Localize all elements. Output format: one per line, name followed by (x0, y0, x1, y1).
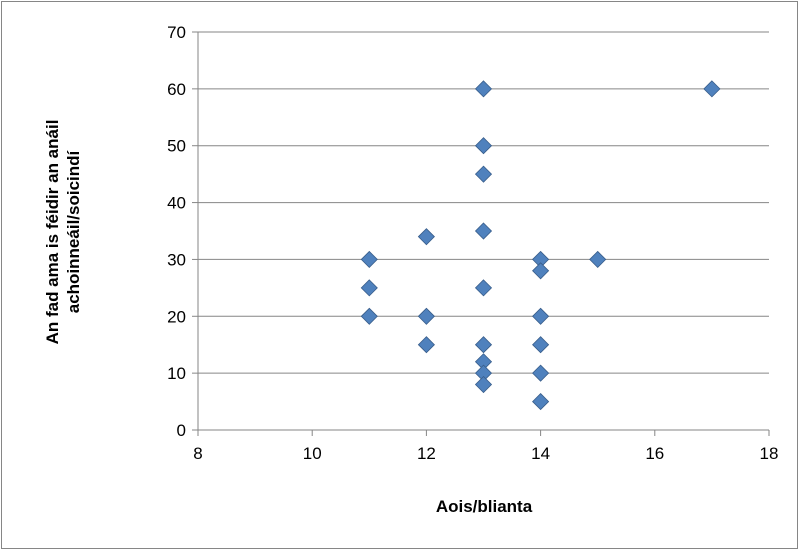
data-point (417, 228, 435, 246)
data-points (360, 80, 721, 411)
data-point (360, 307, 378, 325)
data-point (703, 80, 721, 98)
data-point (360, 279, 378, 297)
data-point (532, 393, 550, 411)
y-tick-label: 10 (167, 364, 186, 383)
x-tick-label: 10 (303, 444, 322, 463)
y-tick-label: 30 (167, 250, 186, 269)
y-axis-title: An fad ama is féidir an anáil achoinneái… (43, 120, 83, 345)
data-point (417, 336, 435, 354)
data-point (360, 250, 378, 268)
y-tick-label: 50 (167, 137, 186, 156)
data-point (532, 336, 550, 354)
x-tick-label: 12 (417, 444, 436, 463)
y-tick-label: 40 (167, 194, 186, 213)
y-tick-label: 20 (167, 307, 186, 326)
data-point (474, 137, 493, 155)
data-point (532, 262, 550, 280)
y-tick-label: 70 (167, 23, 186, 42)
data-point (474, 80, 493, 98)
y-tick-labels: 0 10 20 30 40 50 60 70 (167, 23, 186, 440)
data-point (417, 307, 435, 325)
data-point (474, 375, 493, 394)
data-point (532, 364, 550, 382)
x-axis-title: Aois/blianta (436, 497, 533, 516)
data-point (474, 279, 493, 297)
y-tick-label: 0 (177, 421, 186, 440)
x-tick-label: 18 (760, 444, 779, 463)
x-tick-label: 16 (645, 444, 664, 463)
data-point (474, 165, 493, 183)
axes (192, 31, 770, 436)
data-point (474, 222, 493, 240)
data-point (589, 250, 607, 268)
x-tick-label: 14 (531, 444, 550, 463)
y-tick-label: 60 (167, 80, 186, 99)
x-tick-labels: 8 10 12 14 16 18 (193, 444, 778, 463)
x-tick-label: 8 (193, 444, 202, 463)
data-point (532, 307, 550, 325)
y-axis-title-line-2: achoinneáil/soicindí (64, 149, 83, 313)
data-point (474, 336, 493, 354)
y-axis-title-line-1: An fad ama is féidir an anáil (43, 120, 62, 345)
